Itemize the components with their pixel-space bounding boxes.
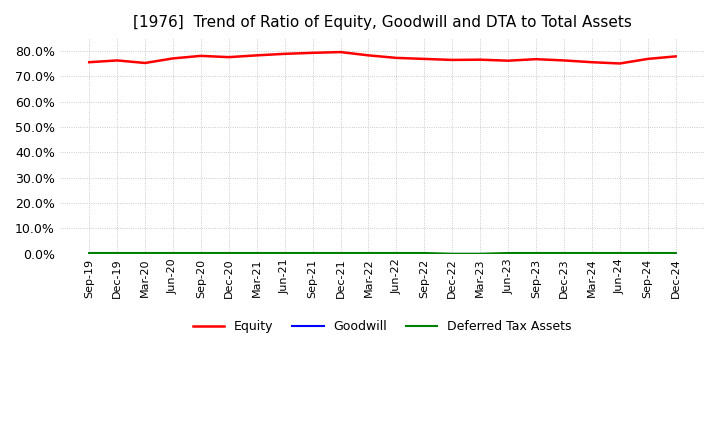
Goodwill <box>448 251 456 257</box>
Goodwill <box>644 251 652 257</box>
Goodwill <box>197 251 205 257</box>
Goodwill <box>253 251 261 257</box>
Goodwill <box>671 251 680 257</box>
Equity <box>197 53 205 59</box>
Goodwill <box>140 251 149 257</box>
Deferred Tax Assets <box>616 250 624 256</box>
Equity <box>588 59 596 65</box>
Deferred Tax Assets <box>308 250 317 256</box>
Equity <box>113 58 122 63</box>
Deferred Tax Assets <box>113 250 122 256</box>
Deferred Tax Assets <box>280 250 289 256</box>
Deferred Tax Assets <box>392 250 401 256</box>
Equity <box>225 55 233 60</box>
Equity <box>168 56 177 61</box>
Equity <box>448 57 456 62</box>
Equity <box>140 60 149 66</box>
Goodwill <box>616 251 624 257</box>
Deferred Tax Assets <box>671 250 680 256</box>
Line: Equity: Equity <box>89 52 675 63</box>
Equity <box>559 58 568 63</box>
Deferred Tax Assets <box>197 250 205 256</box>
Deferred Tax Assets <box>253 250 261 256</box>
Equity <box>392 55 401 61</box>
Equity <box>504 58 513 63</box>
Goodwill <box>308 251 317 257</box>
Goodwill <box>588 251 596 257</box>
Goodwill <box>113 251 122 257</box>
Deferred Tax Assets <box>559 250 568 256</box>
Goodwill <box>476 251 485 257</box>
Deferred Tax Assets <box>420 250 428 256</box>
Deferred Tax Assets <box>336 250 345 256</box>
Deferred Tax Assets <box>588 250 596 256</box>
Deferred Tax Assets <box>504 250 513 256</box>
Equity <box>85 59 94 65</box>
Equity <box>616 61 624 66</box>
Equity <box>308 50 317 55</box>
Equity <box>336 49 345 55</box>
Goodwill <box>420 251 428 257</box>
Equity <box>364 53 373 58</box>
Deferred Tax Assets <box>644 250 652 256</box>
Legend: Equity, Goodwill, Deferred Tax Assets: Equity, Goodwill, Deferred Tax Assets <box>188 315 577 338</box>
Equity <box>280 51 289 56</box>
Goodwill <box>504 251 513 257</box>
Deferred Tax Assets <box>85 250 94 256</box>
Deferred Tax Assets <box>364 250 373 256</box>
Goodwill <box>168 251 177 257</box>
Deferred Tax Assets <box>140 250 149 256</box>
Deferred Tax Assets <box>225 250 233 256</box>
Deferred Tax Assets <box>168 250 177 256</box>
Equity <box>531 56 540 62</box>
Goodwill <box>531 251 540 257</box>
Goodwill <box>364 251 373 257</box>
Goodwill <box>280 251 289 257</box>
Goodwill <box>225 251 233 257</box>
Goodwill <box>559 251 568 257</box>
Goodwill <box>336 251 345 257</box>
Equity <box>476 57 485 62</box>
Deferred Tax Assets <box>448 251 456 257</box>
Equity <box>420 56 428 62</box>
Equity <box>671 54 680 59</box>
Equity <box>253 53 261 58</box>
Goodwill <box>392 251 401 257</box>
Line: Deferred Tax Assets: Deferred Tax Assets <box>89 253 675 254</box>
Deferred Tax Assets <box>531 250 540 256</box>
Deferred Tax Assets <box>476 251 485 257</box>
Title: [1976]  Trend of Ratio of Equity, Goodwill and DTA to Total Assets: [1976] Trend of Ratio of Equity, Goodwil… <box>133 15 632 30</box>
Equity <box>644 56 652 62</box>
Goodwill <box>85 251 94 257</box>
